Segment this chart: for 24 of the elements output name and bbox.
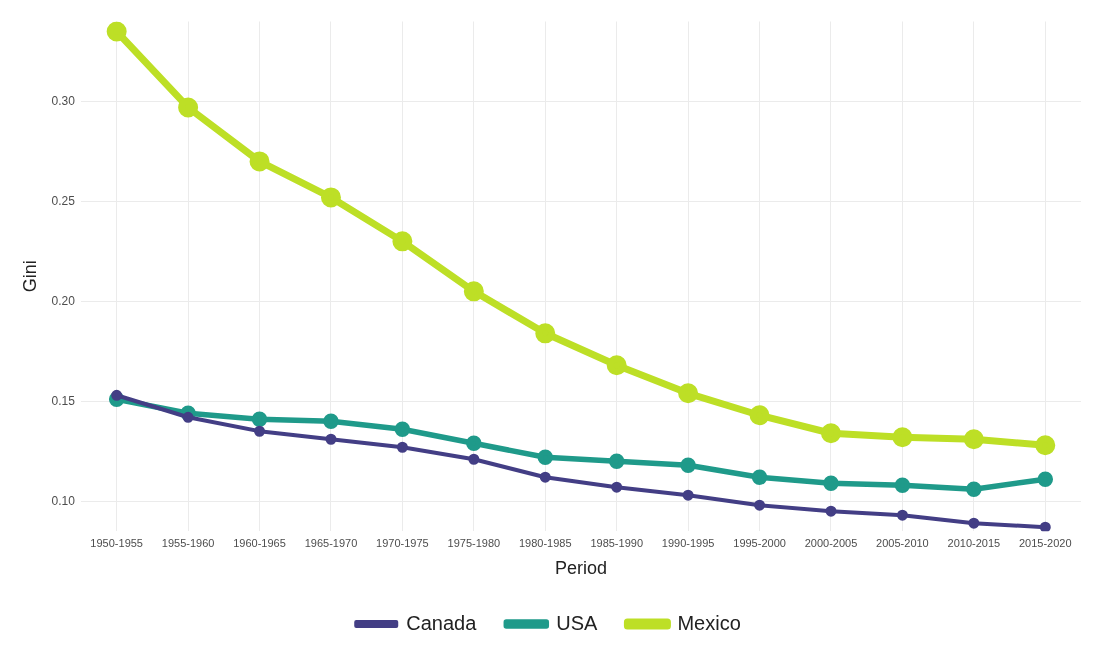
- y-tick-label: 0.10: [51, 493, 76, 508]
- x-tick-label: 2010-2015: [947, 536, 1001, 549]
- x-tick-label: 1950-1955: [90, 536, 143, 549]
- x-tick-label: 1990-1995: [661, 536, 715, 549]
- y-tick-label: 0.15: [51, 393, 76, 408]
- x-tick-label: 1960-1965: [233, 536, 286, 549]
- y-tick-label: 0.25: [51, 193, 76, 208]
- x-tick-label: 1970-1975: [376, 536, 429, 549]
- x-tick-label: 1985-1990: [590, 536, 643, 549]
- x-axis-title: Period: [554, 558, 607, 579]
- x-tick-label: 1965-1970: [304, 536, 358, 549]
- legend-label: USA: [556, 611, 599, 634]
- legend-label: Mexico: [677, 611, 741, 634]
- legend-label: Canada: [406, 611, 478, 634]
- x-tick-label: 2000-2005: [804, 536, 858, 549]
- x-tick-label: 1955-1960: [161, 536, 215, 549]
- y-axis-title: Gini: [19, 260, 40, 293]
- x-tick-label: 1975-1980: [447, 536, 501, 549]
- x-tick-label: 2005-2010: [876, 536, 929, 549]
- x-tick-label: 1980-1985: [518, 536, 572, 549]
- x-tick-label: 1995-2000: [733, 536, 786, 549]
- x-tick-label: 2015-2020: [1018, 536, 1072, 549]
- y-tick-label: 0.30: [51, 93, 76, 108]
- y-tick-label: 0.20: [51, 293, 76, 308]
